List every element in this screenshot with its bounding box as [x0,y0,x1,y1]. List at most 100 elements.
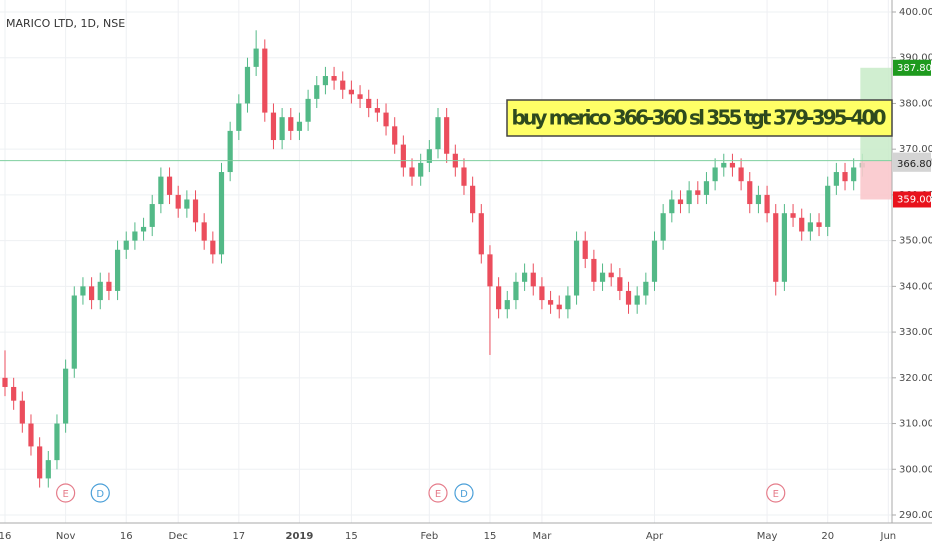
candle-body [851,167,857,182]
candle-body [314,85,320,99]
y-tick-label: 310.00 [899,419,932,430]
candle-body [340,80,346,90]
event-label: E [62,489,68,500]
event-marker [766,483,786,503]
candle-body [755,194,762,205]
candle-body [781,213,787,282]
candle-body [270,112,277,141]
candle-body [764,194,770,214]
event-label: D [96,489,104,500]
x-tick-label: 16 [120,531,133,542]
candle-body [305,98,311,122]
candle-body [418,162,424,177]
x-tick-label: 20 [821,531,834,542]
stop-zone [860,160,892,200]
candle-body [444,117,450,154]
candle-body [496,286,502,310]
candle-body [80,286,86,296]
price-label: 366.80 [897,159,932,170]
candle-body [123,240,129,250]
candle-body [470,185,476,214]
candle-body [625,290,632,305]
candle-body [790,213,796,218]
candle-body [833,172,839,186]
candle-body [201,222,207,241]
candle-body [530,272,536,287]
x-tick-label: 15 [484,531,497,542]
y-tick-label: 370.00 [899,144,932,155]
y-tick-label: 290.00 [899,510,932,521]
candle-body [522,272,528,282]
x-tick-label: Dec [169,531,188,542]
event-label: D [460,489,468,500]
x-tick-label: 15 [345,531,358,542]
candle-body [19,400,25,424]
candle-body [539,286,545,301]
candle-body [747,181,753,205]
candle-body [686,190,692,205]
y-tick-label: 350.00 [899,236,932,247]
candle-body [149,204,155,227]
event-label: E [435,489,441,500]
candle-body [348,89,354,95]
candle-body [140,226,147,232]
candle-body [106,281,112,291]
candle-body [288,117,294,131]
candle-body [253,48,259,67]
candle-body [37,446,43,479]
candle-body [478,213,484,255]
price-label-box [893,59,931,76]
y-tick-label: 320.00 [899,373,932,384]
candle-body [262,48,268,113]
candle-body [643,281,649,296]
candle-body [400,144,406,168]
candle-body [582,240,588,259]
candle-body [547,300,554,305]
y-tick-label: 300.00 [899,464,932,475]
candle-body [392,126,398,145]
candle-body [2,377,8,387]
candle-body [816,222,822,227]
candle-body [89,286,95,301]
x-tick-label: Nov [56,531,76,542]
candle-body [617,277,623,291]
candle-body [11,386,17,401]
event-marker [56,483,76,503]
candle-body [825,185,831,227]
candle-body [738,167,744,182]
candle-body [773,213,779,282]
x-tick-label: Feb [420,531,438,542]
candle-body [175,194,181,209]
candle-body [357,94,363,99]
candle-body [565,295,571,310]
event-label: E [773,489,779,500]
price-label-box [893,155,931,172]
annotation-box [506,99,893,137]
grid [0,0,892,523]
candle-body [599,272,606,282]
x-tick-label: 17 [232,531,245,542]
candle-body [210,240,216,255]
candle-body [409,167,415,177]
candle-body [799,217,805,232]
candle-body [296,121,303,131]
candle-body [695,190,701,195]
candle-body [426,149,432,163]
price-label-box [893,191,931,208]
candle-body [669,199,675,214]
x-tick-label: May [757,531,778,542]
candle-body [729,162,736,168]
candle-body [842,172,848,182]
candle-body [45,460,51,479]
price-label: 387.80 [897,63,932,74]
x-tick-label: 2019 [286,531,314,542]
candle-body [322,76,329,86]
candle-body [54,423,60,461]
y-tick-label: 390.00 [899,53,932,64]
candle-body [807,222,813,232]
x-tick-label: Mar [532,531,552,542]
candle-body [374,108,380,113]
